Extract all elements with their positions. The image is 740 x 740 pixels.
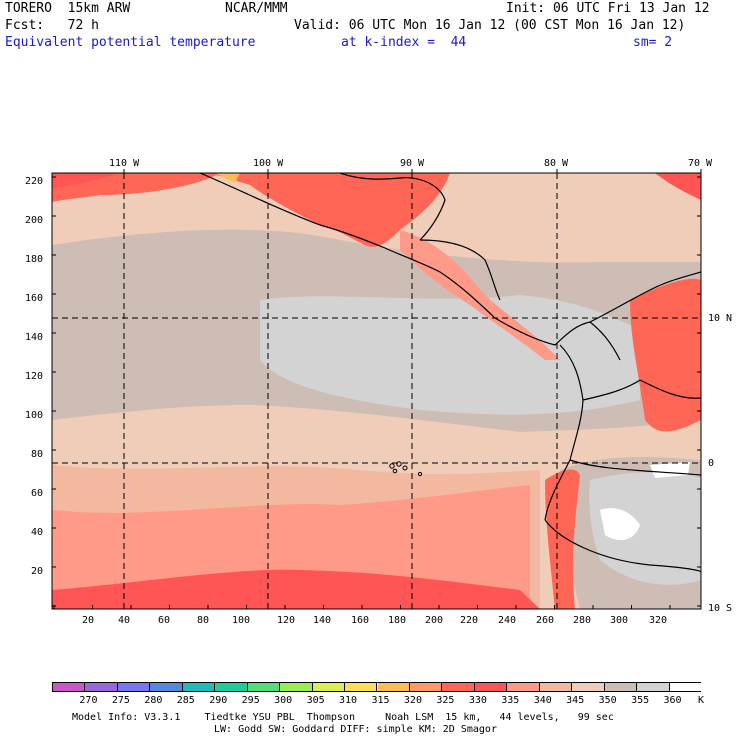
x-tick-label: 40 [118, 615, 131, 626]
y-tick-label: 200 [25, 215, 44, 226]
colorbar-cell [280, 683, 313, 691]
colorbar-cell [442, 683, 475, 691]
colorbar-label: 345 [566, 695, 585, 706]
lat-label-10s: 10 S [708, 603, 733, 614]
lon-label-70w: 70 W [688, 158, 713, 169]
colorbar-label: 330 [468, 695, 487, 706]
center-name: NCAR/MMM [225, 1, 288, 16]
x-tick-label: 20 [82, 615, 95, 626]
colorbar-cell [215, 683, 248, 691]
y-tick-label: 180 [25, 254, 44, 265]
coastlines [199, 173, 701, 573]
x-tick-label: 160 [351, 615, 370, 626]
colorbar [52, 682, 702, 692]
lat-label-10n: 10 N [708, 313, 733, 324]
y-tick-label: 20 [31, 566, 44, 577]
x-tick-label: 80 [197, 615, 210, 626]
colorbar-cell [247, 683, 281, 691]
x-tick-label: 140 [313, 615, 332, 626]
galapagos-islands [389, 461, 423, 477]
lon-label-90w: 90 W [400, 158, 425, 169]
lon-label-80w: 80 W [544, 158, 569, 169]
colorbar-cell [604, 683, 638, 691]
colorbar-label: 270 [79, 695, 98, 706]
colorbar-cell [637, 683, 670, 691]
y-tick-label: 80 [31, 449, 44, 460]
colorbar-label: 305 [306, 695, 325, 706]
x-tick-label: 180 [388, 615, 407, 626]
x-tick-label: 260 [536, 615, 555, 626]
colorbar-label: 360 [663, 695, 682, 706]
colorbar-cell [182, 683, 216, 691]
axis-ticks [52, 169, 702, 609]
x-tick-label: 100 [232, 615, 251, 626]
colorbar-label: 300 [274, 695, 293, 706]
lon-label-110w: 110 W [109, 158, 140, 169]
colorbar-cell [312, 683, 346, 691]
x-tick-label: 320 [649, 615, 668, 626]
colorbar-label: 285 [176, 695, 195, 706]
colorbar-cell [539, 683, 573, 691]
y-tick-label: 140 [25, 332, 44, 343]
graticule [52, 173, 701, 609]
x-tick-label: 60 [158, 615, 171, 626]
colorbar-label: 295 [241, 695, 260, 706]
x-tick-label: 280 [573, 615, 592, 626]
colorbar-cell [85, 683, 118, 691]
colorbar-cell [117, 683, 151, 691]
colorbar-label: 290 [209, 695, 228, 706]
plot-frame [51, 172, 702, 610]
colorbar-cell [150, 683, 183, 691]
colorbar-cell [507, 683, 540, 691]
y-tick-label: 100 [25, 410, 44, 421]
x-tick-label: 220 [460, 615, 479, 626]
field-name: Equivalent potential temperature [5, 35, 256, 50]
colorbar-label: 275 [111, 695, 130, 706]
y-tick-label: 120 [25, 371, 44, 382]
colorbar-cell [669, 683, 702, 691]
colorbar-cell [377, 683, 410, 691]
lat-label-0: 0 [708, 458, 715, 469]
colorbar-label: 315 [371, 695, 390, 706]
colorbar-unit: K [698, 695, 705, 706]
y-tick-label: 40 [31, 527, 44, 538]
colorbar-cell [474, 683, 508, 691]
y-tick-label: 160 [25, 293, 44, 304]
x-tick-label: 200 [425, 615, 444, 626]
colorbar-label: 355 [631, 695, 650, 706]
forecast-hour: Fcst: 72 h [5, 18, 99, 33]
physics-info: LW: Godd SW: Goddard DIFF: simple KM: 2D… [214, 724, 497, 735]
colorbar-label: 320 [403, 695, 422, 706]
colorbar-cell [409, 683, 443, 691]
model-info: Model Info: V3.3.1 Tiedtke YSU PBL Thomp… [72, 712, 614, 723]
y-tick-label: 60 [31, 488, 44, 499]
lon-label-100w: 100 W [253, 158, 284, 169]
y-tick-label: 220 [25, 176, 44, 187]
colorbar-cell [345, 683, 378, 691]
colorbar-label: 350 [598, 695, 617, 706]
x-tick-label: 300 [610, 615, 629, 626]
x-tick-label: 120 [277, 615, 296, 626]
colorbar-label: 280 [144, 695, 163, 706]
smoothing: sm= 2 [633, 35, 673, 50]
model-name: TORERO 15km ARW [5, 1, 131, 16]
level-index: at k-index = 44 [341, 35, 467, 50]
field-shading [52, 173, 701, 609]
colorbar-label: 325 [436, 695, 455, 706]
colorbar-label: 335 [501, 695, 520, 706]
colorbar-label: 310 [339, 695, 358, 706]
colorbar-label: 340 [533, 695, 552, 706]
colorbar-cell [572, 683, 605, 691]
valid-time: Valid: 06 UTC Mon 16 Jan 12 (00 CST Mon … [294, 18, 686, 33]
colorbar-cell [53, 683, 86, 691]
x-tick-label: 240 [498, 615, 517, 626]
init-time: Init: 06 UTC Fri 13 Jan 12 [506, 1, 710, 16]
